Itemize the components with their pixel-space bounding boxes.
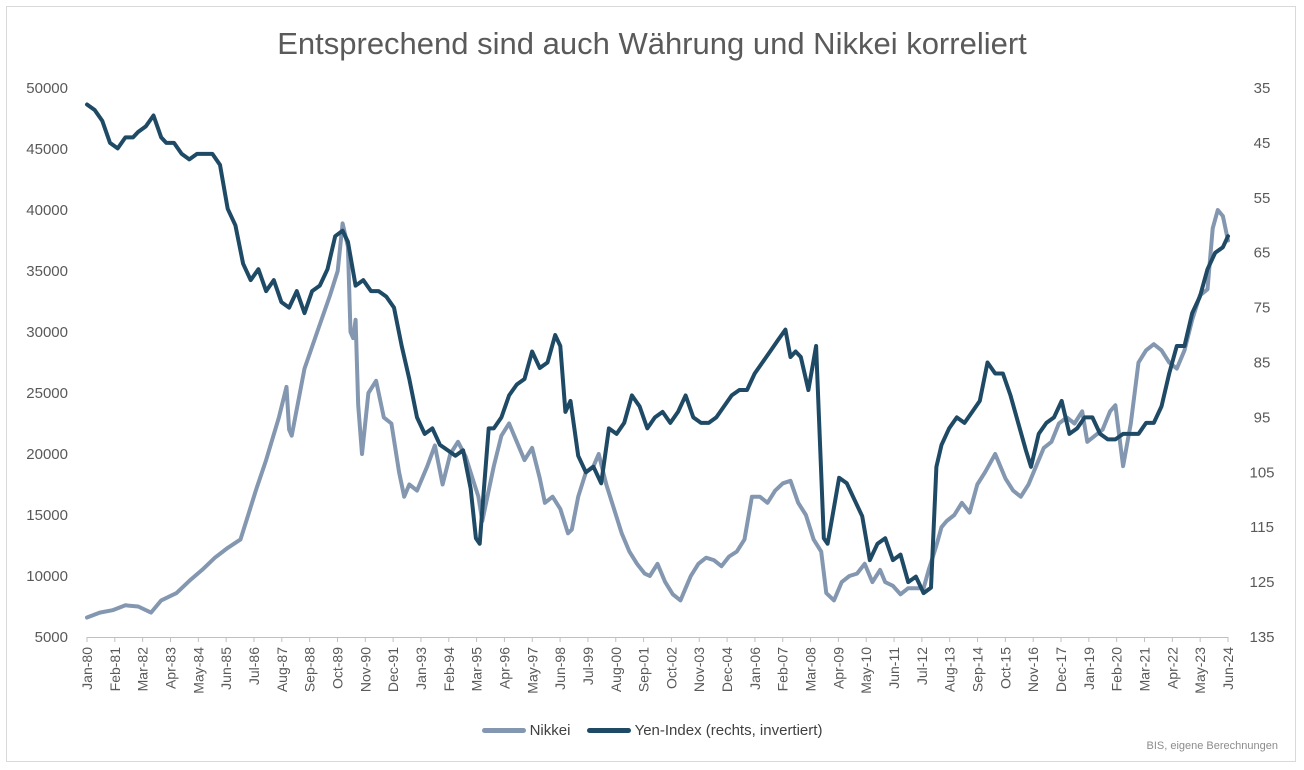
- x-tick-label: Mar-95: [469, 647, 485, 692]
- left-tick-label: 40000: [26, 202, 68, 219]
- right-tick-label: 55: [1254, 190, 1271, 207]
- left-tick-label: 25000: [26, 385, 68, 402]
- legend-item-nikkei: Nikkei: [481, 721, 571, 739]
- x-tick-label: Jul-12: [914, 647, 930, 685]
- right-tick-label: 125: [1249, 574, 1274, 591]
- x-tick-label: Feb-81: [107, 647, 123, 692]
- x-tick-label: Aug-13: [942, 647, 958, 692]
- series-line-yen-index: [85, 102, 1230, 596]
- right-tick-label: 65: [1254, 245, 1271, 262]
- x-tick-label: Mar-21: [1137, 647, 1153, 692]
- x-tick-label: Feb-20: [1109, 647, 1125, 692]
- right-tick-label: 75: [1254, 300, 1271, 317]
- x-tick-label: Sep-01: [636, 647, 652, 692]
- left-tick-label: 15000: [26, 507, 68, 524]
- right-tick-label: 45: [1254, 135, 1271, 152]
- x-tick-label: Jan-19: [1081, 647, 1097, 690]
- x-tick-label: Mar-82: [135, 647, 151, 692]
- legend-swatch-nikkei: [481, 728, 526, 734]
- x-tick-label: May-84: [190, 647, 206, 694]
- x-tick-label: Aug-00: [608, 647, 624, 692]
- x-tick-label: Feb-94: [441, 647, 457, 692]
- x-tick-label: Jul-86: [246, 647, 262, 685]
- x-tick-label: May-23: [1192, 647, 1208, 694]
- x-tick-label: Apr-83: [162, 647, 178, 689]
- x-tick-label: Apr-96: [496, 647, 512, 689]
- x-tick-label: Dec-17: [1053, 647, 1069, 692]
- series-layer: [85, 102, 1230, 620]
- x-tick-label: Jul-99: [580, 647, 596, 685]
- x-tick-label: May-97: [524, 647, 540, 694]
- right-tick-label: 85: [1254, 355, 1271, 372]
- legend-swatch-yen-index: [586, 728, 631, 734]
- x-tick-label: Jan-93: [413, 647, 429, 690]
- x-tick-label: Jan-06: [747, 647, 763, 690]
- x-axis-ticks: Jan-80 Feb-81 Mar-82 Apr-83 May-84 Jun-85 Jul-…: [79, 637, 1236, 694]
- x-tick-label: Jun-98: [552, 647, 568, 690]
- chart-frame: [6, 6, 1296, 762]
- x-tick-label: Apr-22: [1164, 647, 1180, 689]
- legend: Nikkei Yen-Index (rechts, invertiert): [0, 721, 1304, 739]
- right-tick-label: 115: [1250, 519, 1274, 536]
- left-tick-label: 50000: [26, 80, 68, 97]
- x-tick-label: Nov-90: [357, 647, 373, 692]
- x-tick-label: Jun-11: [886, 647, 902, 689]
- x-tick-label: Oct-02: [663, 647, 679, 689]
- left-tick-label: 30000: [26, 324, 68, 341]
- right-tick-label: 95: [1254, 409, 1271, 426]
- legend-label-yen-index: Yen-Index (rechts, invertiert): [634, 721, 823, 739]
- series-line-nikkei: [85, 208, 1230, 620]
- right-axis-ticks: 35 45 55 65 75 85 95 105 115 125 135: [1249, 80, 1274, 646]
- x-tick-label: Jan-80: [79, 647, 95, 690]
- source-note: BIS, eigene Berechnungen: [1146, 740, 1279, 752]
- legend-label-nikkei: Nikkei: [529, 721, 571, 739]
- x-tick-label: Sep-14: [970, 647, 986, 692]
- left-tick-label: 45000: [26, 141, 68, 158]
- x-tick-label: Dec-91: [385, 647, 401, 692]
- left-tick-label: 35000: [26, 263, 68, 280]
- left-tick-label: 5000: [35, 629, 68, 646]
- x-tick-label: Jun-85: [218, 647, 234, 690]
- left-axis-ticks: 5000 10000 15000 20000 25000 30000 35000 40000 4…: [26, 80, 68, 646]
- x-tick-label: Nov-03: [691, 647, 707, 692]
- x-tick-label: Oct-89: [329, 647, 345, 689]
- legend-item-yen-index: Yen-Index (rechts, invertiert): [586, 721, 823, 739]
- x-tick-label: Feb-07: [775, 647, 791, 692]
- right-tick-label: 35: [1254, 80, 1271, 97]
- x-tick-label: Nov-16: [1025, 647, 1041, 692]
- x-tick-label: May-10: [858, 647, 874, 694]
- left-tick-label: 10000: [26, 568, 68, 585]
- x-tick-label: Jun-24: [1220, 647, 1236, 690]
- left-tick-label: 20000: [26, 446, 68, 463]
- chart-title: Entsprechend sind auch Währung und Nikke…: [277, 26, 1027, 61]
- right-tick-label: 105: [1249, 464, 1274, 481]
- right-tick-label: 135: [1249, 629, 1274, 646]
- x-tick-label: Aug-87: [274, 647, 290, 692]
- x-tick-label: Dec-04: [719, 647, 735, 692]
- x-tick-label: Sep-88: [302, 647, 318, 692]
- x-tick-label: Oct-15: [997, 647, 1013, 689]
- x-tick-label: Mar-08: [803, 647, 819, 692]
- x-tick-label: Apr-09: [830, 647, 846, 689]
